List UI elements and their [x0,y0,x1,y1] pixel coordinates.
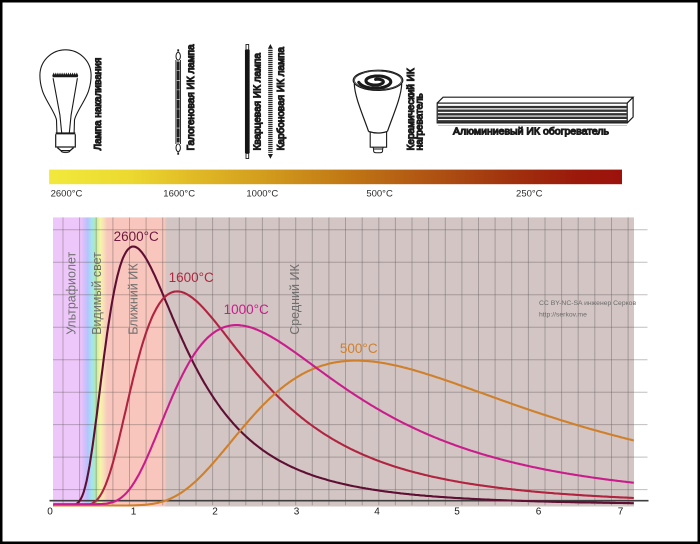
svg-text:Лампа накаливания: Лампа накаливания [93,58,104,151]
svg-text:2600°C: 2600°C [51,188,83,199]
svg-text:Ультрафиолет: Ультрафиолет [65,251,79,334]
svg-text:Средний ИК: Средний ИК [288,264,302,335]
svg-text:3: 3 [294,506,300,517]
svg-text:6: 6 [536,506,542,517]
svg-text:нагреватель: нагреватель [414,93,425,150]
svg-text:CC BY-NC-SA инженер Серков: CC BY-NC-SA инженер Серков [539,300,636,307]
svg-text:1: 1 [131,506,137,517]
svg-text:Ближний ИК: Ближний ИК [127,263,141,335]
svg-text:1000°C: 1000°C [246,188,278,199]
svg-text:Видимый свет: Видимый свет [90,252,104,335]
svg-text:Кварцевая ИК лампа: Кварцевая ИК лампа [252,53,263,151]
svg-text:250°C: 250°C [516,188,543,199]
svg-text:2600°C: 2600°C [114,229,159,244]
svg-text:500°C: 500°C [340,341,378,356]
svg-text:7: 7 [618,506,624,517]
svg-text:4: 4 [374,506,380,517]
svg-text:http://serkov.me: http://serkov.me [539,312,587,319]
svg-text:Алюминиевый ИК обогреватель: Алюминиевый ИК обогреватель [453,125,610,137]
svg-text:Карбоновая ИК лампа: Карбоновая ИК лампа [275,47,287,151]
svg-text:Галогеновая ИК лампа: Галогеновая ИК лампа [186,44,197,150]
svg-text:1600°C: 1600°C [163,188,195,199]
svg-text:500°C: 500°C [366,188,393,199]
svg-text:1600°C: 1600°C [169,270,214,285]
svg-text:Керамический ИК: Керамический ИК [406,68,417,150]
svg-text:2: 2 [212,506,218,517]
svg-text:0: 0 [47,506,53,517]
svg-text:1000°C: 1000°C [224,302,269,317]
svg-text:5: 5 [454,506,460,517]
